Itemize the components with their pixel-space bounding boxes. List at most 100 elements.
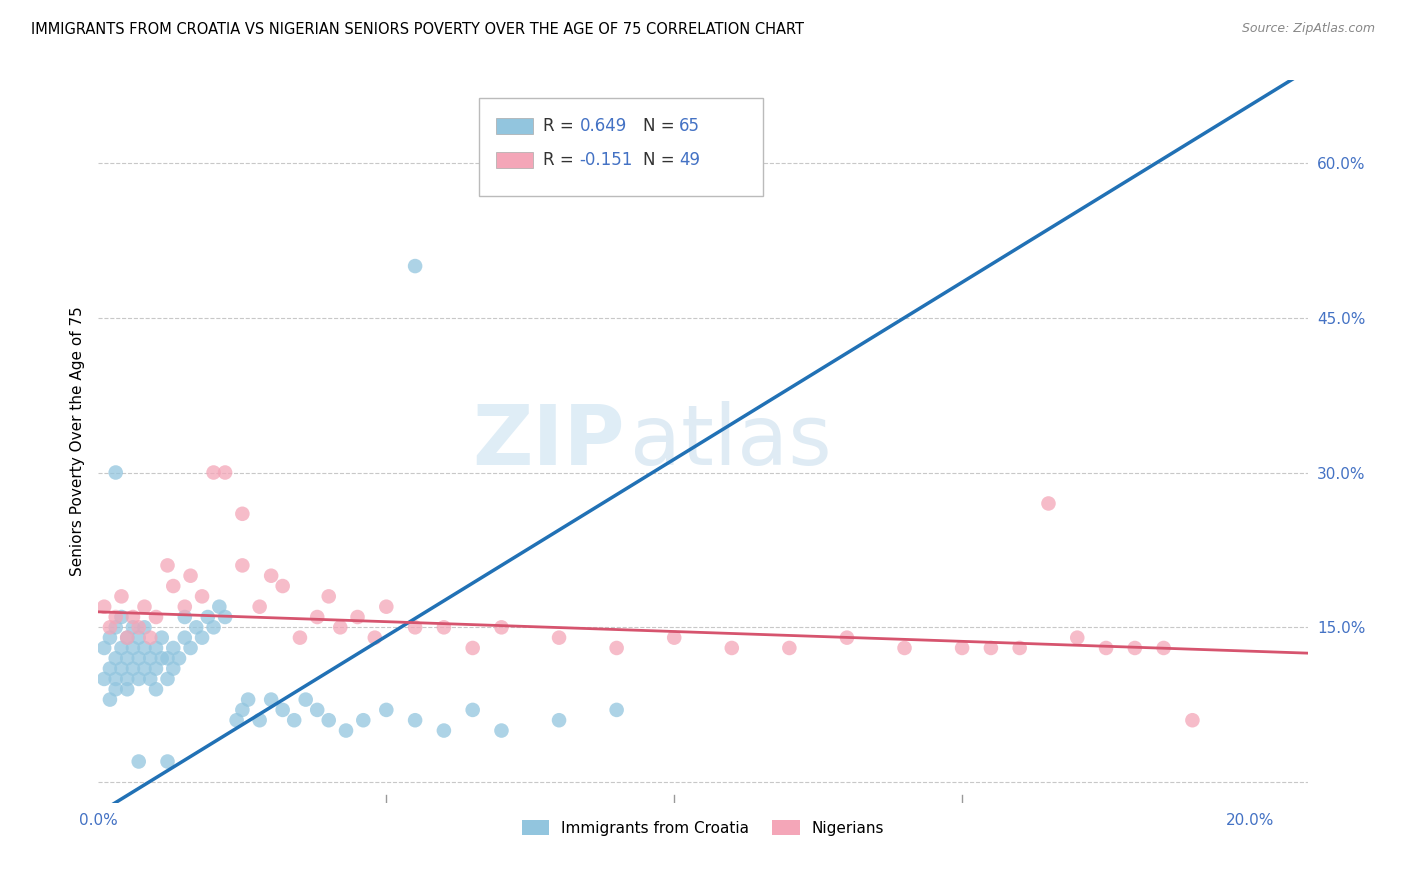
Point (1153, 640, 1175, 655)
Point (104, 672, 127, 686)
Point (110, 662, 132, 676)
Point (93, 599, 115, 614)
Point (134, 620, 156, 634)
Point (115, 631, 138, 645)
Point (835, 631, 858, 645)
Point (249, 599, 271, 614)
Legend: Immigrants from Croatia, Nigerians: Immigrants from Croatia, Nigerians (516, 814, 890, 842)
Point (156, 558, 179, 573)
Point (491, 723, 513, 738)
Point (231, 507, 253, 521)
Point (139, 672, 162, 686)
Text: Source: ZipAtlas.com: Source: ZipAtlas.com (1241, 22, 1375, 36)
Point (191, 631, 214, 645)
Point (318, 713, 340, 727)
Point (145, 610, 167, 624)
Y-axis label: Seniors Poverty Over the Age of 75: Seniors Poverty Over the Age of 75 (69, 307, 84, 576)
Point (294, 692, 316, 706)
Point (110, 640, 132, 655)
Point (104, 651, 127, 665)
Point (139, 631, 162, 645)
Point (375, 703, 398, 717)
Point (231, 703, 253, 717)
Point (115, 682, 138, 697)
Point (491, 620, 513, 634)
Point (150, 631, 173, 645)
Point (134, 640, 156, 655)
Point (150, 651, 173, 665)
Point (162, 579, 184, 593)
Point (225, 713, 247, 727)
Point (139, 651, 162, 665)
Point (1095, 640, 1118, 655)
Point (664, 631, 686, 645)
Point (156, 651, 179, 665)
Point (156, 672, 179, 686)
Point (318, 590, 340, 604)
Point (893, 640, 915, 655)
Point (197, 610, 219, 624)
Point (202, 620, 225, 634)
Point (461, 640, 484, 655)
FancyBboxPatch shape (479, 98, 763, 196)
Point (145, 662, 167, 676)
Text: N =: N = (643, 151, 679, 169)
Point (115, 651, 138, 665)
Text: 49: 49 (679, 151, 700, 169)
Point (404, 620, 426, 634)
Point (122, 662, 145, 676)
Point (606, 703, 628, 717)
FancyBboxPatch shape (496, 152, 533, 168)
Point (145, 640, 167, 655)
Point (202, 466, 225, 480)
Point (134, 662, 156, 676)
Point (110, 610, 132, 624)
Point (249, 713, 271, 727)
Point (283, 713, 305, 727)
Point (364, 631, 387, 645)
Point (128, 755, 150, 769)
Point (191, 590, 214, 604)
Point (307, 610, 329, 624)
Point (950, 640, 973, 655)
Text: IMMIGRANTS FROM CROATIA VS NIGERIAN SENIORS POVERTY OVER THE AGE OF 75 CORRELATI: IMMIGRANTS FROM CROATIA VS NIGERIAN SENI… (31, 22, 804, 37)
Text: R =: R = (543, 117, 579, 135)
Point (271, 703, 294, 717)
Point (271, 579, 294, 593)
Point (260, 692, 283, 706)
Point (208, 599, 231, 614)
Point (329, 620, 352, 634)
Point (167, 651, 190, 665)
Point (98, 692, 121, 706)
Text: R =: R = (543, 151, 579, 169)
Point (214, 610, 236, 624)
Point (173, 631, 195, 645)
Point (104, 466, 127, 480)
Point (93, 640, 115, 655)
Point (162, 662, 184, 676)
Point (180, 568, 202, 582)
Point (980, 640, 1002, 655)
Point (128, 672, 150, 686)
Point (115, 631, 138, 645)
Text: N =: N = (643, 117, 679, 135)
Point (433, 723, 456, 738)
Point (214, 466, 236, 480)
Point (110, 590, 132, 604)
Point (1008, 640, 1031, 655)
Point (1123, 640, 1146, 655)
Point (778, 640, 800, 655)
Text: atlas: atlas (630, 401, 832, 482)
Point (145, 682, 167, 697)
Point (156, 755, 179, 769)
Point (548, 631, 571, 645)
Point (128, 651, 150, 665)
Point (104, 610, 127, 624)
Point (162, 640, 184, 655)
Text: 65: 65 (679, 117, 700, 135)
Point (346, 610, 368, 624)
Point (98, 631, 121, 645)
Text: -0.151: -0.151 (579, 151, 633, 169)
Point (104, 682, 127, 697)
Point (122, 620, 145, 634)
